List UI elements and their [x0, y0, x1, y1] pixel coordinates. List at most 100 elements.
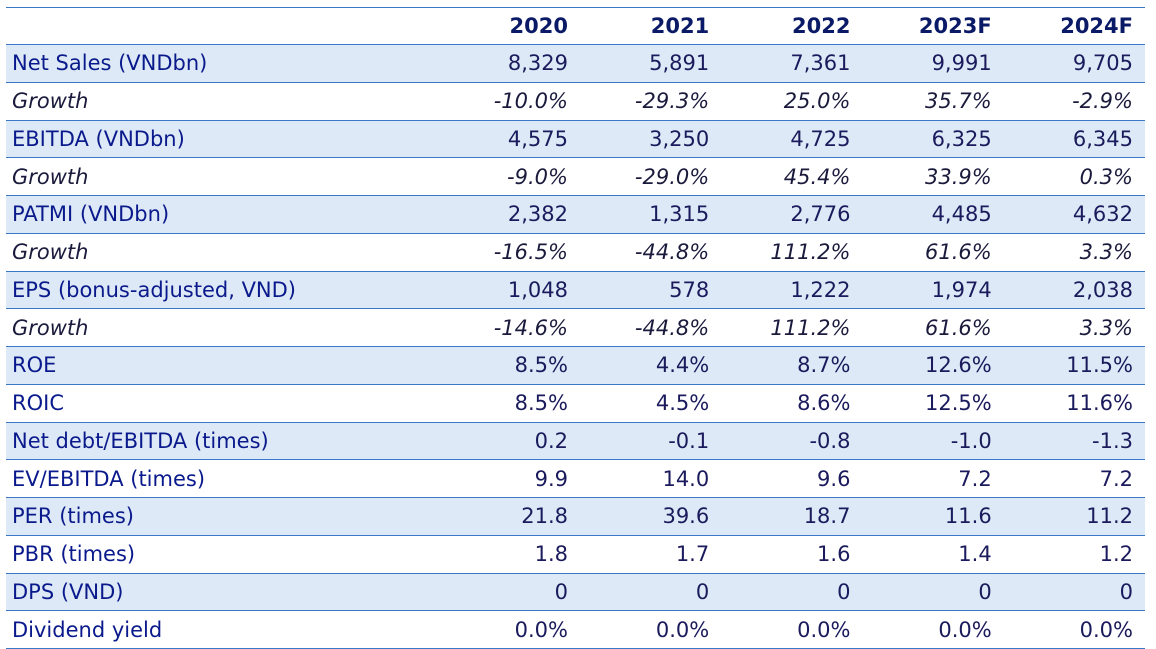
row-value-2023f: 12.6%: [862, 346, 1004, 385]
table-row: EV/EBITDA (times) 9.9 14.0 9.6 7.2 7.2: [6, 459, 1145, 498]
row-label: EV/EBITDA (times): [6, 459, 439, 498]
financial-table: 2020 2021 2022 2023F 2024F Net Sales (VN…: [6, 7, 1145, 649]
row-value-2020: 9.9: [438, 459, 580, 498]
row-value-2020: 0: [438, 573, 580, 612]
row-value-2020: 8.5%: [438, 384, 580, 423]
row-value-2023f: 1.4: [862, 535, 1004, 574]
row-value-2021: 1.7: [579, 535, 722, 574]
header-year-2022: 2022: [721, 7, 863, 45]
table-row: ROE 8.5% 4.4% 8.7% 12.6% 11.5%: [6, 346, 1145, 385]
row-value-2022: 45.4%: [721, 157, 863, 196]
row-value-2020: 8,329: [438, 44, 580, 83]
row-value-2022: 2,776: [721, 195, 863, 234]
row-value-2021: 1,315: [579, 195, 722, 234]
row-value-2024f: 11.2: [1003, 497, 1145, 536]
row-value-2022: 1.6: [721, 535, 863, 574]
row-value-2024f: 0.0%: [1003, 610, 1145, 649]
row-value-2022: 4,725: [721, 120, 863, 159]
table-row: DPS (VND) 0 0 0 0 0: [6, 573, 1145, 612]
row-value-2022: 111.2%: [721, 233, 863, 272]
row-value-2022: 9.6: [721, 459, 863, 498]
row-label: Growth: [6, 157, 439, 196]
table-body: Net Sales (VNDbn) 8,329 5,891 7,361 9,991 9,7…: [6, 44, 1145, 649]
row-value-2021: -0.1: [579, 422, 722, 461]
row-value-2021: 578: [579, 271, 722, 310]
row-value-2023f: 61.6%: [862, 233, 1004, 272]
row-value-2022: 25.0%: [721, 82, 863, 121]
row-label: Net Sales (VNDbn): [6, 44, 439, 83]
header-year-2023f: 2023F: [862, 7, 1004, 45]
row-value-2023f: 35.7%: [862, 82, 1004, 121]
row-value-2023f: 61.6%: [862, 308, 1004, 347]
row-value-2021: 0: [579, 573, 722, 612]
row-value-2020: -10.0%: [438, 82, 580, 121]
row-value-2020: 0.2: [438, 422, 580, 461]
row-label: EPS (bonus-adjusted, VND): [6, 271, 439, 310]
row-value-2022: 18.7: [721, 497, 863, 536]
table-row: PATMI (VNDbn) 2,382 1,315 2,776 4,485 4,632: [6, 195, 1145, 234]
row-value-2024f: 3.3%: [1003, 233, 1145, 272]
row-value-2020: -9.0%: [438, 157, 580, 196]
row-value-2023f: 0.0%: [862, 610, 1004, 649]
row-label: Growth: [6, 82, 439, 121]
row-value-2022: 0.0%: [721, 610, 863, 649]
row-value-2024f: -1.3: [1003, 422, 1145, 461]
row-value-2024f: 1.2: [1003, 535, 1145, 574]
row-value-2020: 8.5%: [438, 346, 580, 385]
row-label: Growth: [6, 308, 439, 347]
row-value-2022: -0.8: [721, 422, 863, 461]
table-row: Growth -10.0% -29.3% 25.0% 35.7% -2.9%: [6, 82, 1145, 121]
table-row: Growth -14.6% -44.8% 111.2% 61.6% 3.3%: [6, 308, 1145, 347]
table-row: ROIC 8.5% 4.5% 8.6% 12.5% 11.6%: [6, 384, 1145, 423]
header-year-2021: 2021: [579, 7, 722, 45]
row-label: ROE: [6, 346, 439, 385]
header-row: 2020 2021 2022 2023F 2024F: [6, 7, 1145, 45]
row-value-2021: 14.0: [579, 459, 722, 498]
row-label: EBITDA (VNDbn): [6, 120, 439, 159]
row-value-2023f: 4,485: [862, 195, 1004, 234]
row-value-2022: 8.7%: [721, 346, 863, 385]
row-value-2023f: 1,974: [862, 271, 1004, 310]
table-row: Dividend yield 0.0% 0.0% 0.0% 0.0% 0.0%: [6, 610, 1145, 649]
row-label: Dividend yield: [6, 610, 439, 649]
table-row: PER (times) 21.8 39.6 18.7 11.6 11.2: [6, 497, 1145, 536]
row-value-2023f: -1.0: [862, 422, 1004, 461]
row-label: DPS (VND): [6, 573, 439, 612]
table-row: PBR (times) 1.8 1.7 1.6 1.4 1.2: [6, 535, 1145, 574]
table-row: Growth -16.5% -44.8% 111.2% 61.6% 3.3%: [6, 233, 1145, 272]
row-value-2021: 0.0%: [579, 610, 722, 649]
row-value-2024f: 0: [1003, 573, 1145, 612]
row-label: Net debt/EBITDA (times): [6, 422, 439, 461]
row-label: PBR (times): [6, 535, 439, 574]
header-year-2020: 2020: [438, 7, 580, 45]
row-value-2021: 5,891: [579, 44, 722, 83]
row-value-2022: 111.2%: [721, 308, 863, 347]
row-value-2022: 7,361: [721, 44, 863, 83]
header-label-cell: [6, 7, 439, 45]
row-value-2020: 1.8: [438, 535, 580, 574]
row-value-2020: 2,382: [438, 195, 580, 234]
table-row: EBITDA (VNDbn) 4,575 3,250 4,725 6,325 6,345: [6, 120, 1145, 159]
row-value-2024f: 2,038: [1003, 271, 1145, 310]
row-value-2023f: 0: [862, 573, 1004, 612]
row-value-2020: 21.8: [438, 497, 580, 536]
row-value-2020: -14.6%: [438, 308, 580, 347]
row-value-2021: 39.6: [579, 497, 722, 536]
row-value-2023f: 7.2: [862, 459, 1004, 498]
row-value-2024f: 11.6%: [1003, 384, 1145, 423]
row-value-2024f: 4,632: [1003, 195, 1145, 234]
header-year-2024f: 2024F: [1003, 7, 1145, 45]
row-label: Growth: [6, 233, 439, 272]
row-value-2023f: 11.6: [862, 497, 1004, 536]
table-row: Net Sales (VNDbn) 8,329 5,891 7,361 9,991 9,7…: [6, 44, 1145, 83]
row-value-2024f: 9,705: [1003, 44, 1145, 83]
row-value-2022: 1,222: [721, 271, 863, 310]
row-label: PER (times): [6, 497, 439, 536]
row-value-2021: -44.8%: [579, 233, 722, 272]
row-value-2020: 1,048: [438, 271, 580, 310]
table-row: EPS (bonus-adjusted, VND) 1,048 578 1,222 1,…: [6, 271, 1145, 310]
row-label: ROIC: [6, 384, 439, 423]
row-value-2021: -29.3%: [579, 82, 722, 121]
row-value-2024f: 3.3%: [1003, 308, 1145, 347]
row-value-2023f: 33.9%: [862, 157, 1004, 196]
